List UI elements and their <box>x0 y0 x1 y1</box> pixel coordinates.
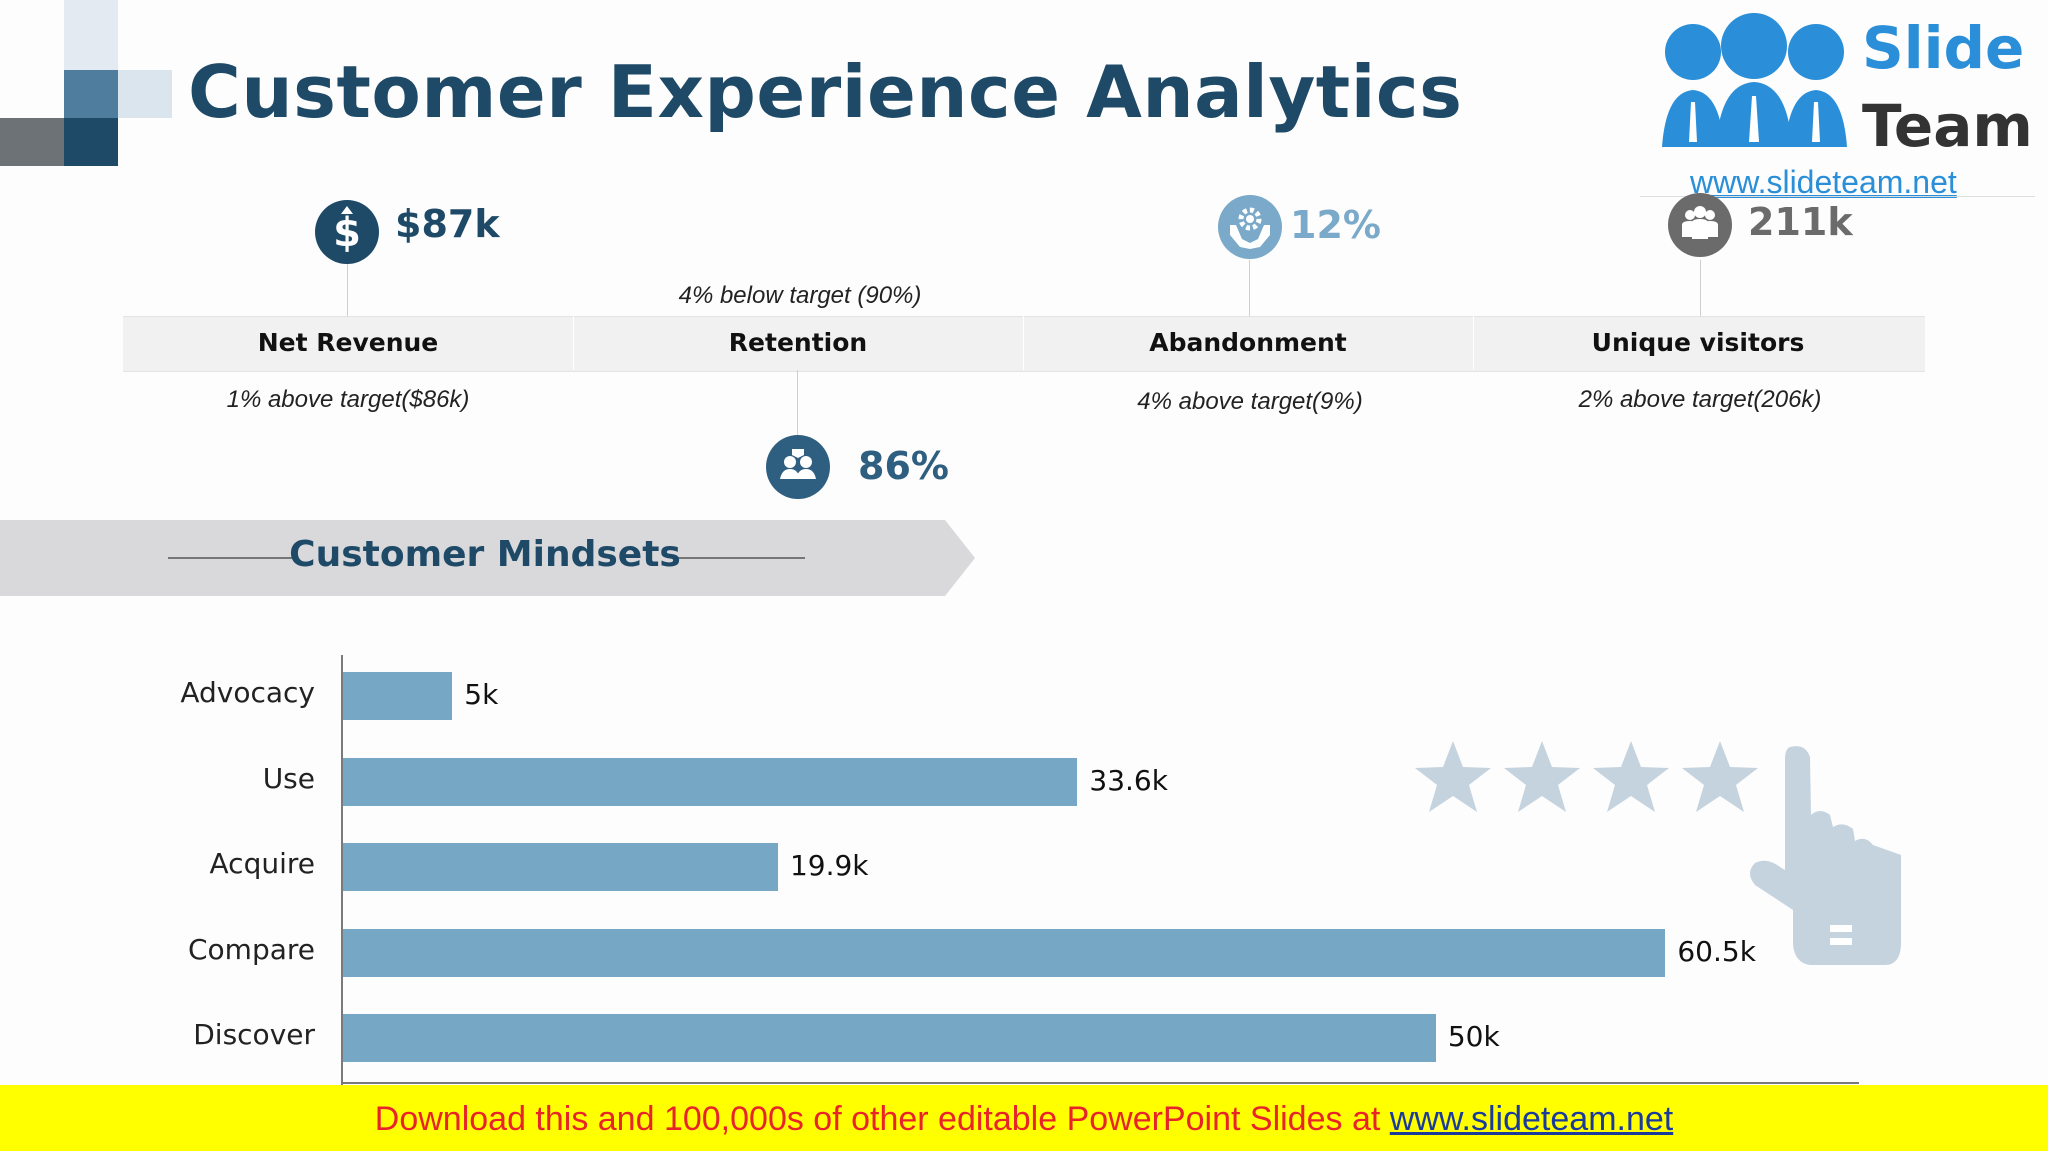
bar-advocacy <box>343 672 453 720</box>
connector-line <box>347 260 348 316</box>
corner-decoration <box>0 0 175 170</box>
svg-text:$: $ <box>333 210 361 256</box>
bar-compare <box>343 928 1666 977</box>
logo-line1: Slide <box>1862 14 2025 82</box>
strip-separator <box>573 316 574 370</box>
kpi-note-net-revenue: 1% above target($86k) <box>226 386 470 413</box>
category-label: Use <box>262 761 315 795</box>
connector-line <box>797 370 798 436</box>
bar-discover <box>343 1014 1436 1062</box>
kpi-note-abandonment: 4% above target(9%) <box>1137 388 1363 415</box>
category-label: Discover <box>193 1018 315 1051</box>
footer-banner <box>0 1085 2048 1151</box>
footer-link[interactable]: www.slideteam.net <box>1389 1100 1674 1138</box>
people-logo-icon <box>1662 13 1847 147</box>
kpi-value-abandonment: 12% <box>1290 203 1381 247</box>
page-title: Customer Experience Analytics <box>188 50 1463 134</box>
section-title: Customer Mindsets <box>289 534 681 575</box>
kpi-value-retention: 86% <box>858 444 949 488</box>
value-label: 33.6k <box>1089 763 1168 797</box>
kpi-note-retention: 4% below target (90%) <box>678 282 922 309</box>
chart-axis-x <box>341 1082 1859 1084</box>
kpi-note-unique-visitors: 2% above target(206k) <box>1578 386 1822 413</box>
kpi-value-net-revenue: $87k <box>395 202 500 246</box>
category-label: Compare <box>187 932 315 966</box>
connector-line <box>1249 260 1250 316</box>
footer-text: Download this and 100,000s of other edit… <box>0 1100 2048 1139</box>
kpi-value-unique-visitors: 211k <box>1748 200 1853 244</box>
value-label: 19.9k <box>789 849 869 882</box>
logo-url[interactable]: www.slideteam.net <box>1690 164 1957 200</box>
rating-stars-hand-icon <box>1415 741 1901 965</box>
chart-axis-y <box>341 655 343 1085</box>
category-label: Acquire <box>209 847 315 880</box>
strip-separator <box>1473 316 1474 370</box>
logo-line2: Team <box>1862 92 2033 160</box>
category-label: Advocacy <box>180 676 315 709</box>
strip-separator <box>1023 316 1024 370</box>
gear-hands-icon <box>1218 195 1282 259</box>
footer-message: Download this and 100,000s of other edit… <box>374 1100 1390 1138</box>
value-label: 50k <box>1447 1020 1500 1053</box>
bar-use <box>343 757 1078 806</box>
people-icon <box>1668 193 1732 257</box>
slideteam-logo[interactable]: Slide Team www.slideteam.net <box>1640 0 2035 200</box>
bar-chart: Advocacy 5k Use 33.6k Acquire 19.9k Compare 60.… <box>0 650 1900 1090</box>
section-banner <box>0 520 975 596</box>
kpi-label-unique-visitors: Unique visitors <box>1591 328 1805 357</box>
kpi-label-net-revenue: Net Revenue <box>257 328 439 357</box>
value-label: 60.5k <box>1677 934 1756 968</box>
bar-acquire <box>343 843 778 891</box>
kpi-label-strip <box>123 316 1925 372</box>
logo-divider <box>1640 196 2035 197</box>
value-label: 5k <box>464 678 499 711</box>
team-icon <box>766 435 830 499</box>
dollar-icon: $ <box>315 200 379 264</box>
connector-line <box>1700 260 1701 316</box>
kpi-label-retention: Retention <box>728 328 868 357</box>
kpi-label-abandonment: Abandonment <box>1149 328 1347 357</box>
